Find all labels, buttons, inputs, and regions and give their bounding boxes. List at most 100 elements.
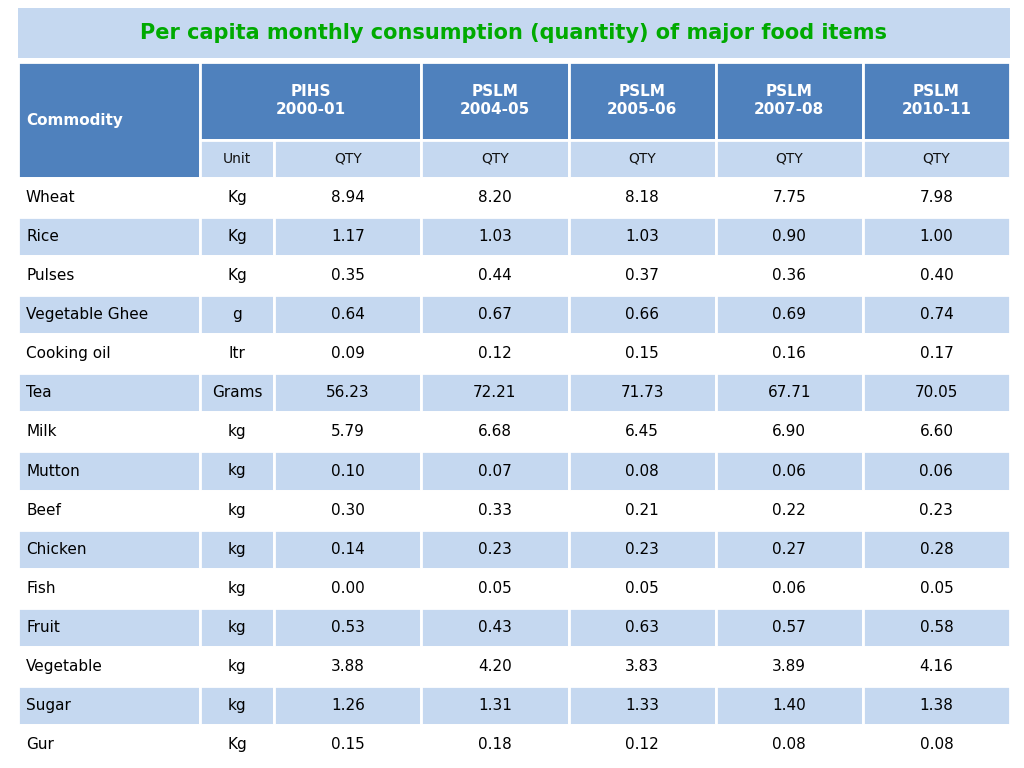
Bar [200,217,274,257]
Bar [200,530,274,568]
Text: kg: kg [227,464,246,478]
Bar [18,62,200,178]
Text: 0.23: 0.23 [625,541,659,557]
Bar [421,452,568,491]
Text: 0.07: 0.07 [478,464,512,478]
Text: 0.06: 0.06 [772,581,806,596]
Text: 8.94: 8.94 [331,190,365,205]
Text: Rice: Rice [26,229,58,244]
Bar [863,647,1010,686]
Bar [18,257,200,295]
Text: Per capita monthly consumption (quantity) of major food items: Per capita monthly consumption (quantity… [140,23,888,43]
Bar [863,257,1010,295]
Bar [568,568,716,607]
Text: 0.16: 0.16 [772,346,806,361]
Bar [200,257,274,295]
Bar [274,607,421,647]
Text: Itr: Itr [228,346,246,361]
Text: 6.45: 6.45 [625,425,659,439]
Text: 0.08: 0.08 [626,464,659,478]
Bar [716,178,863,217]
Bar [274,530,421,568]
Bar [200,334,274,373]
Text: 6.68: 6.68 [478,425,512,439]
Text: 0.66: 0.66 [625,307,659,323]
Bar [716,257,863,295]
Text: Tea: Tea [26,386,51,400]
Text: g: g [232,307,242,323]
Bar [863,412,1010,452]
Text: PSLM
2004-05: PSLM 2004-05 [460,84,530,118]
Text: 0.64: 0.64 [331,307,365,323]
Text: Fruit: Fruit [26,620,59,635]
Text: kg: kg [227,425,246,439]
Bar [421,178,568,217]
Bar [716,295,863,334]
Bar [274,452,421,491]
Bar [18,607,200,647]
Text: QTY: QTY [628,152,656,166]
Text: 1.17: 1.17 [331,229,365,244]
Bar [274,140,421,178]
Bar [274,686,421,725]
Bar [200,373,274,412]
Text: PIHS
2000-01: PIHS 2000-01 [275,84,345,118]
Text: 0.05: 0.05 [626,581,659,596]
Bar [18,568,200,607]
Text: Grams: Grams [212,386,262,400]
Bar [863,62,1010,140]
Bar [716,140,863,178]
Bar [274,491,421,530]
Text: PSLM
2005-06: PSLM 2005-06 [607,84,677,118]
Bar [863,140,1010,178]
Bar [863,530,1010,568]
Text: 4.16: 4.16 [920,659,953,674]
Text: 0.53: 0.53 [331,620,365,635]
Text: 7.98: 7.98 [920,190,953,205]
Text: Sugar: Sugar [26,698,71,713]
Text: 7.75: 7.75 [772,190,806,205]
Bar [716,686,863,725]
Text: 0.69: 0.69 [772,307,806,323]
Text: 72.21: 72.21 [473,386,517,400]
Bar [863,491,1010,530]
Text: 0.90: 0.90 [772,229,806,244]
Text: 0.18: 0.18 [478,737,512,752]
Bar [568,686,716,725]
Bar [18,178,200,217]
Text: Beef: Beef [26,502,60,518]
Bar [716,62,863,140]
Bar [200,295,274,334]
Bar [568,725,716,764]
Bar [200,686,274,725]
Bar [568,530,716,568]
Bar [716,412,863,452]
Bar [568,217,716,257]
Bar [568,491,716,530]
Text: kg: kg [227,620,246,635]
Bar [421,686,568,725]
Bar [568,452,716,491]
Text: 1.31: 1.31 [478,698,512,713]
Text: Unit: Unit [223,152,251,166]
Text: 0.10: 0.10 [331,464,365,478]
Bar [421,62,568,140]
Bar [421,725,568,764]
Bar [863,607,1010,647]
Text: 0.30: 0.30 [331,502,365,518]
Text: 0.12: 0.12 [478,346,512,361]
Bar [421,373,568,412]
Text: Pulses: Pulses [26,268,75,283]
Bar [568,334,716,373]
Text: 0.05: 0.05 [478,581,512,596]
Bar [274,412,421,452]
Bar [421,491,568,530]
Bar [568,647,716,686]
Bar [863,334,1010,373]
Bar [200,491,274,530]
Text: 0.27: 0.27 [772,541,806,557]
Text: 0.57: 0.57 [772,620,806,635]
Text: 0.08: 0.08 [920,737,953,752]
Text: 0.44: 0.44 [478,268,512,283]
Bar [200,647,274,686]
